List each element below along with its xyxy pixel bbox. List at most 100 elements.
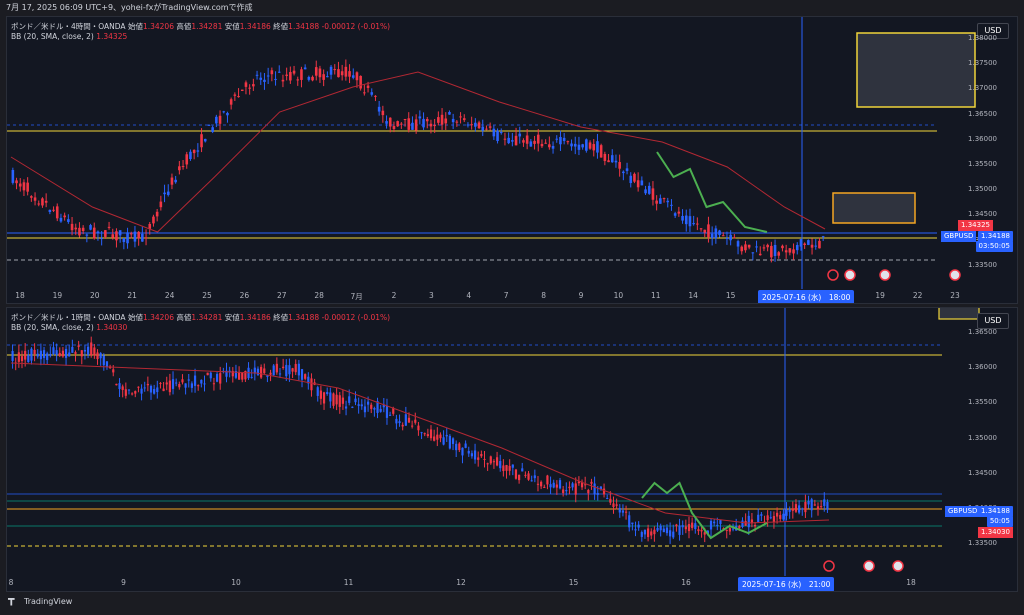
legend-open-label: 始値 [127, 313, 143, 322]
candle-body [788, 509, 791, 512]
time-tick: 4 [466, 291, 472, 300]
candle-body [417, 425, 420, 431]
currency-button[interactable]: USD [977, 23, 1009, 39]
candle-body [398, 421, 401, 424]
time-tick: 19 [52, 291, 63, 300]
candle-body [118, 230, 122, 236]
candle-body [156, 387, 159, 393]
candle-body [470, 453, 474, 457]
candle-body [714, 228, 718, 239]
chart-pane-4h[interactable]: ポンド／米ドル・4時間・OANDA 始値1.34206 高値1.34281 安値… [6, 16, 1018, 304]
candle-body [30, 196, 33, 198]
candle-body [377, 106, 381, 112]
event-icon[interactable] [827, 269, 839, 281]
crosshair-time-label: 2025-07-16 (水) 21:00 [738, 577, 835, 591]
candle-body [603, 153, 607, 162]
candle-body [148, 224, 152, 229]
candle-body [326, 76, 329, 78]
candle-body [423, 433, 426, 435]
candle-body [684, 215, 688, 225]
candle-body [697, 529, 700, 532]
candle-body [807, 501, 810, 505]
candle-body [784, 250, 788, 253]
legend-bb-1h[interactable]: BB (20, SMA, close, 2) 1.34030 [11, 323, 127, 332]
candle-body [692, 223, 695, 225]
zone-rectangle[interactable] [938, 308, 980, 320]
bollinger-basis [10, 71, 826, 233]
zone-rectangle[interactable] [832, 192, 916, 224]
candle-body [272, 365, 275, 376]
candle-body [93, 347, 96, 356]
event-icon[interactable] [823, 560, 835, 572]
event-icon[interactable] [949, 269, 961, 281]
zone-rectangle[interactable] [856, 32, 976, 108]
currency-button[interactable]: USD [977, 313, 1009, 329]
candle-body [677, 211, 681, 214]
candle-body [581, 144, 584, 148]
candle-body [615, 504, 618, 506]
legend-bb-4h[interactable]: BB (20, SMA, close, 2) 1.34325 [11, 32, 127, 41]
candle-body [294, 363, 297, 373]
candle-body [166, 191, 170, 195]
bb-value: 1.34030 [96, 323, 128, 332]
candle-body [511, 464, 514, 468]
price-tick: 1.35000 [968, 185, 997, 194]
price-tick: 1.37000 [968, 84, 997, 93]
candle-body [181, 166, 185, 168]
candle-body [810, 499, 813, 511]
candle-body [263, 368, 266, 374]
time-tick: 26 [239, 291, 250, 300]
candle-body [46, 353, 49, 360]
candle-body [86, 346, 90, 355]
candle-body [288, 365, 291, 375]
candle-body [681, 215, 684, 221]
time-tick: 11 [343, 578, 354, 587]
candle-body [359, 75, 362, 89]
candle-body [637, 524, 640, 528]
candle-body [769, 517, 772, 519]
chart-canvas-1h[interactable] [7, 308, 1018, 592]
candle-body [240, 89, 244, 91]
candle-body [536, 483, 540, 485]
candle-body [58, 353, 61, 356]
candle-body [499, 131, 503, 134]
chart-pane-1h[interactable]: ポンド／米ドル・1時間・OANDA 始値1.34206 高値1.34281 安値… [6, 307, 1018, 592]
event-icon[interactable] [879, 269, 891, 281]
time-tick: 15 [725, 291, 736, 300]
candle-body [149, 385, 153, 393]
event-icon[interactable] [892, 560, 904, 572]
candle-body [467, 450, 470, 454]
candle-body [738, 526, 741, 529]
countdown-box: 03:50:05 [975, 241, 1013, 252]
candle-body [662, 198, 666, 200]
candle-body [206, 372, 209, 376]
candle-body [348, 71, 351, 77]
candle-body [74, 352, 77, 354]
candle-body [562, 489, 565, 494]
candle-body [804, 501, 807, 513]
time-tick: 3 [429, 291, 434, 300]
time-tick: 2 [391, 291, 397, 300]
candle-body [791, 508, 794, 511]
chart-canvas-4h[interactable] [7, 17, 1018, 304]
candle-body [481, 126, 485, 131]
time-tick: 18 [906, 578, 916, 587]
candle-body [303, 67, 307, 70]
candle-body [187, 379, 190, 381]
event-icon[interactable] [844, 269, 856, 281]
candle-body [200, 134, 203, 148]
tradingview-brand[interactable]: TradingView [8, 597, 72, 606]
candle-body [425, 119, 429, 122]
candle-body [718, 230, 721, 236]
candle-body [326, 392, 329, 394]
candle-body [729, 234, 732, 241]
candle-body [511, 140, 514, 142]
candle-body [285, 74, 288, 76]
event-icon[interactable] [863, 560, 875, 572]
candle-body [775, 512, 779, 517]
candle-body [814, 245, 818, 247]
candle-body [175, 382, 178, 384]
candle-body [568, 486, 571, 489]
candle-body [644, 189, 647, 194]
candle-body [263, 79, 266, 82]
